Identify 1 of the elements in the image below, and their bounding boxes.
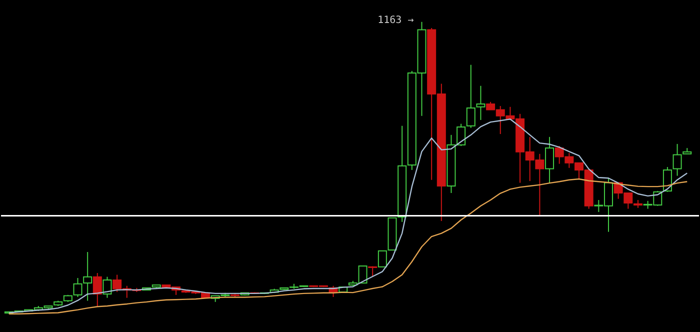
annotation: 1163 → xyxy=(378,14,414,26)
